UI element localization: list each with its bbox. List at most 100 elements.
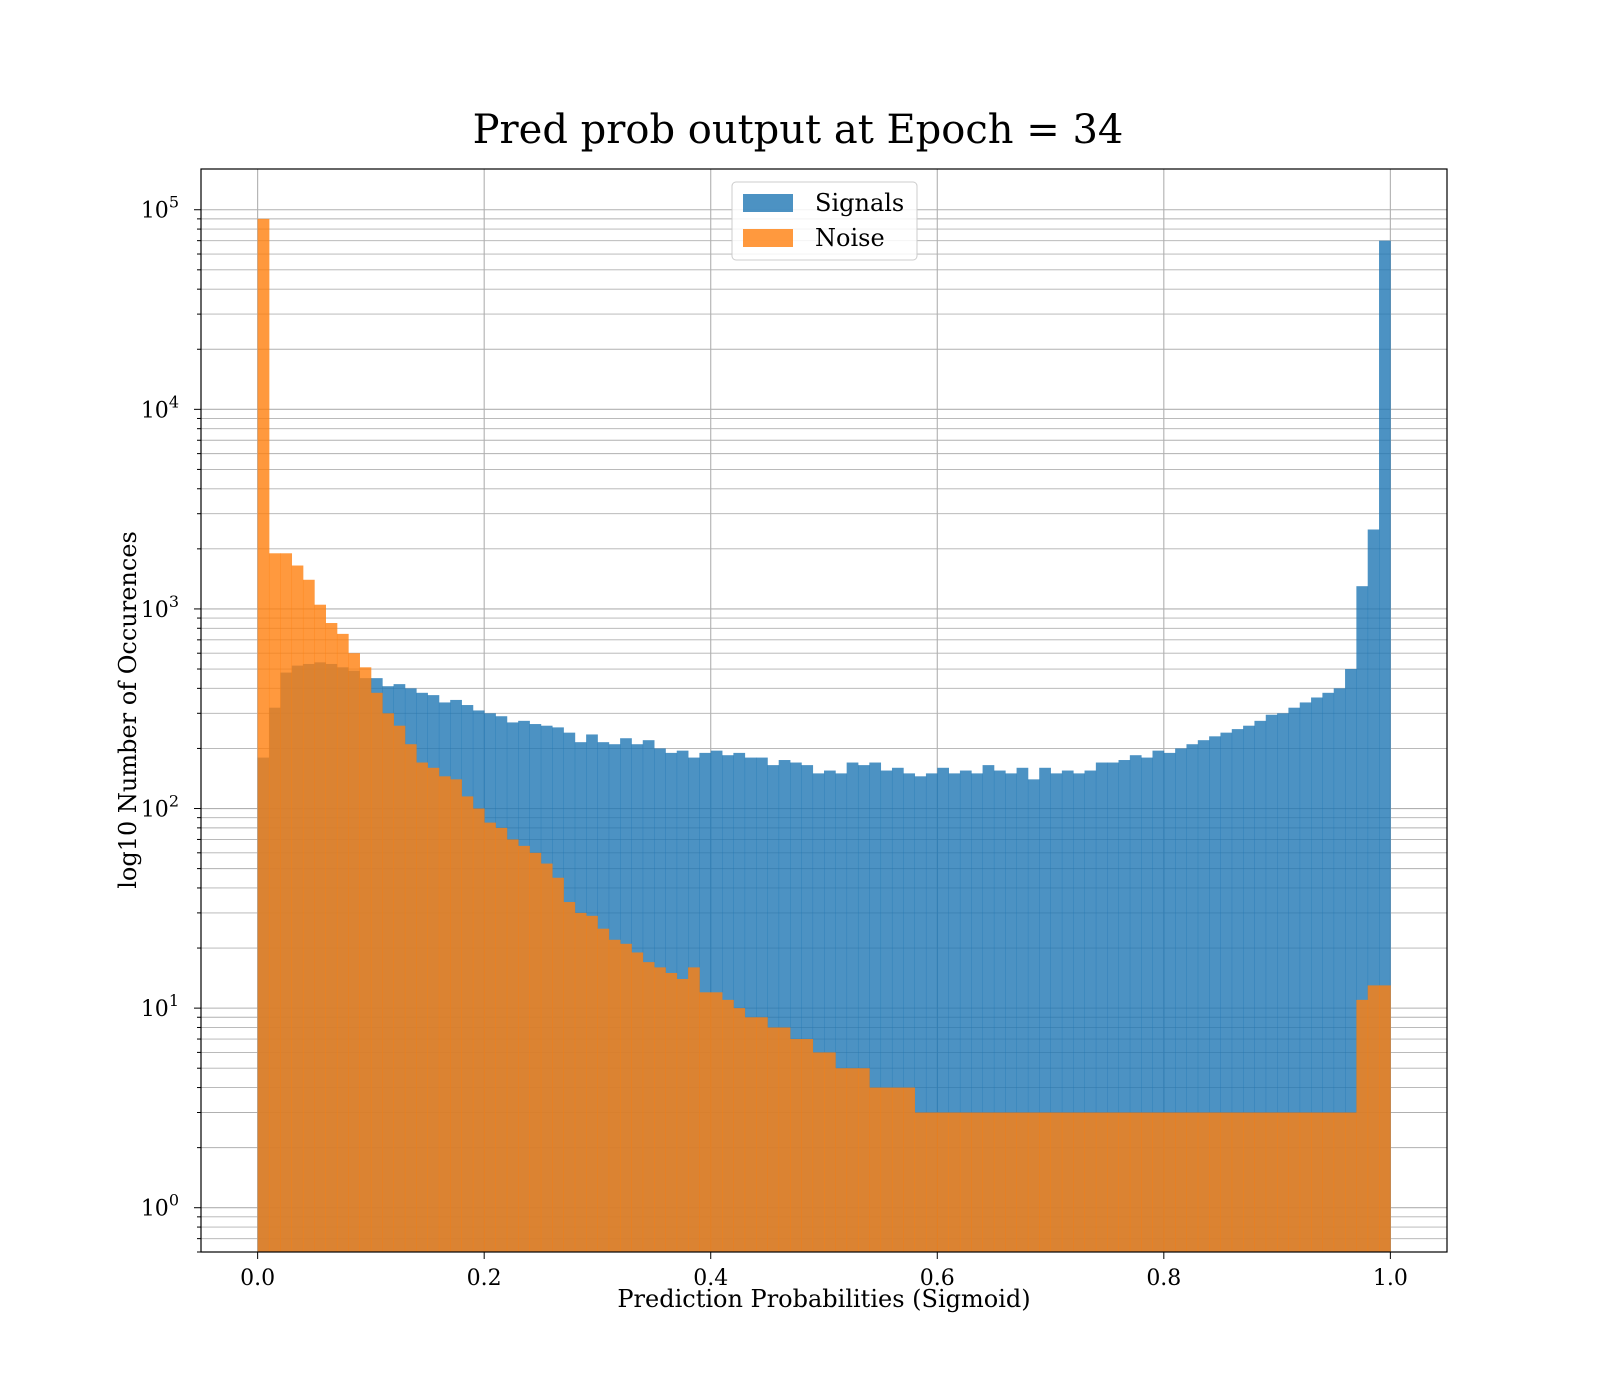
y-axis-label: log10 Number of Occurences: [114, 531, 142, 889]
bar-noise: [1356, 999, 1369, 1252]
bar-noise: [642, 962, 655, 1252]
bar-signals: [1288, 707, 1301, 1252]
bar-signals: [1027, 779, 1040, 1252]
bar-noise: [1254, 1112, 1267, 1252]
y-tick-label: 105: [141, 193, 179, 224]
bar-noise: [1379, 985, 1391, 1252]
bar-noise: [450, 779, 462, 1252]
bar-noise: [631, 952, 644, 1252]
bar-signals: [835, 773, 848, 1252]
bar-noise: [1299, 1112, 1312, 1252]
bar-noise: [778, 1027, 791, 1252]
bar-noise: [348, 653, 360, 1252]
bar-signals: [1118, 760, 1131, 1252]
bar-noise: [393, 725, 406, 1252]
legend-swatch-signals: [743, 194, 793, 212]
bar-noise: [1050, 1112, 1063, 1252]
bar-noise: [948, 1112, 961, 1252]
bar-noise: [801, 1039, 814, 1252]
bar-noise: [552, 877, 564, 1252]
bar-noise: [1095, 1112, 1108, 1252]
bar-signals: [959, 770, 972, 1252]
bar-noise: [495, 827, 508, 1252]
bar-signals: [1050, 773, 1063, 1252]
bar-noise: [1175, 1112, 1187, 1252]
y-tick-exponent: 0: [169, 1191, 179, 1210]
y-tick-base: 10: [141, 798, 169, 823]
bar-signals: [1107, 762, 1119, 1252]
bar-noise: [620, 943, 632, 1252]
bar-noise: [540, 863, 553, 1252]
bar-signals: [1254, 720, 1267, 1252]
bar-noise: [891, 1087, 904, 1252]
bar-signals: [767, 765, 780, 1252]
bar-noise: [1367, 985, 1380, 1252]
bar-noise: [1152, 1112, 1165, 1252]
x-tick-label: 0.0: [240, 1266, 275, 1291]
bar-noise: [1027, 1112, 1040, 1252]
bar-signals: [744, 757, 757, 1252]
y-tick-exponent: 3: [169, 592, 179, 611]
bar-signals: [1356, 586, 1369, 1252]
bar-noise: [937, 1112, 949, 1252]
bar-noise: [665, 972, 678, 1252]
bar-signals: [857, 765, 870, 1252]
bar-noise: [1141, 1112, 1153, 1252]
bar-noise: [291, 565, 304, 1252]
x-axis-label: Prediction Probabilities (Sigmoid): [617, 1285, 1030, 1313]
bar-signals: [1209, 736, 1221, 1252]
bar-noise: [767, 1027, 780, 1252]
bar-noise: [1220, 1112, 1233, 1252]
bar-signals: [1163, 752, 1176, 1252]
bar-noise: [438, 776, 451, 1252]
bar-signals: [971, 773, 983, 1252]
y-tick-base: 10: [141, 997, 169, 1022]
bar-signals: [1039, 767, 1051, 1252]
bar-signals: [1333, 688, 1346, 1252]
bar-noise: [812, 1052, 825, 1252]
bar-noise: [359, 667, 372, 1252]
bar-noise: [993, 1112, 1006, 1252]
bar-signals: [869, 762, 882, 1252]
bar-noise: [518, 845, 530, 1252]
bar-signals: [1277, 713, 1289, 1252]
bar-signals: [1197, 740, 1210, 1252]
bar-noise: [1288, 1112, 1301, 1252]
y-tick-label: 104: [141, 392, 179, 423]
x-tick-label: 1.0: [1373, 1266, 1408, 1291]
bar-signals: [824, 770, 836, 1252]
bar-signals: [1084, 770, 1097, 1252]
y-tick-label: 103: [141, 592, 179, 623]
bar-signals: [948, 773, 961, 1252]
bar-noise: [699, 992, 712, 1252]
bar-noise: [1163, 1112, 1176, 1252]
y-tick-exponent: 4: [169, 392, 179, 411]
bar-signals: [812, 773, 825, 1252]
legend-swatch-noise: [743, 229, 793, 247]
bar-noise: [597, 928, 610, 1252]
bar-signals: [1152, 750, 1165, 1252]
bar-signals: [1311, 697, 1323, 1252]
x-tick-label: 0.4: [693, 1266, 728, 1291]
bar-signals: [1061, 770, 1074, 1252]
y-tick-label: 101: [141, 991, 179, 1022]
bar-noise: [1265, 1112, 1278, 1252]
bar-noise: [903, 1087, 916, 1252]
bar-noise: [1005, 1112, 1017, 1252]
x-tick-label: 0.8: [1146, 1266, 1181, 1291]
bar-noise: [925, 1112, 938, 1252]
bar-signals: [1345, 669, 1357, 1252]
bar-signals: [733, 752, 746, 1252]
bars-group: [257, 218, 1391, 1252]
bar-noise: [835, 1068, 848, 1252]
bar-noise: [857, 1068, 870, 1252]
bar-signals: [880, 770, 893, 1252]
bar-noise: [1118, 1112, 1131, 1252]
bar-signals: [914, 776, 927, 1252]
bar-signals: [982, 765, 995, 1252]
bar-noise: [325, 623, 338, 1252]
bar-noise: [268, 553, 281, 1252]
bar-noise: [608, 939, 621, 1252]
legend-label-noise: Noise: [815, 224, 885, 252]
